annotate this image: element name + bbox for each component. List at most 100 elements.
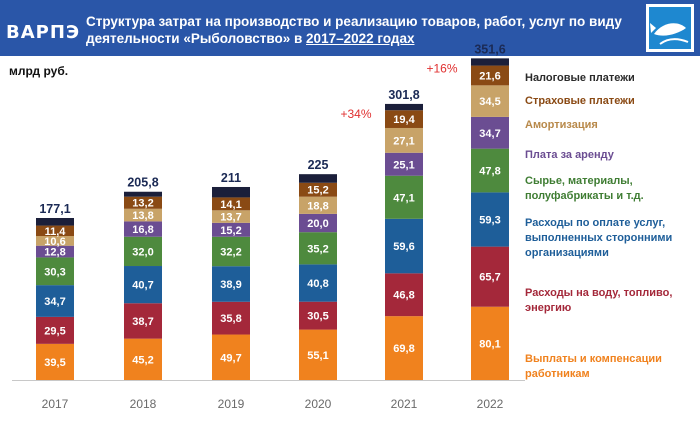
bar-total-label: 301,8: [388, 88, 419, 102]
bar-segment: [385, 273, 423, 317]
segment-value-label: 27,1: [393, 135, 414, 147]
bar-segment: [212, 334, 250, 380]
bar-segment: [471, 116, 509, 149]
logo: ВАРПЭ: [6, 22, 81, 43]
segment-value-label: 34,5: [479, 96, 500, 108]
segment-value-label: 32,2: [220, 246, 241, 258]
segment-value-label: 65,7: [479, 272, 500, 284]
bar-segment: [299, 182, 337, 197]
segment-value-label: 35,8: [220, 313, 241, 325]
header-bar: ВАРПЭ Структура затрат на производство и…: [0, 0, 700, 56]
bar-segment: [212, 222, 250, 237]
segment-value-label: 30,5: [307, 311, 328, 323]
x-tick-label: 2019: [218, 397, 245, 411]
segment-value-label: 10,6: [44, 236, 65, 248]
segment-value-label: 80,1: [479, 338, 500, 350]
segment-value-label: 45,2: [132, 354, 153, 366]
x-tick-label: 2020: [305, 397, 332, 411]
legend-item: Плата за аренду: [525, 149, 614, 161]
segment-value-label: 34,7: [479, 128, 500, 140]
bar-segment: [471, 65, 509, 86]
segment-value-label: 55,1: [307, 350, 328, 362]
bar-segment: [124, 208, 162, 222]
segment-value-label: 25,1: [393, 159, 414, 171]
segment-value-label: 59,6: [393, 241, 414, 253]
title-highlight: 2017–2022 годах: [306, 31, 415, 46]
segment-value-label: 20,0: [307, 218, 328, 230]
bar-segment: [299, 264, 337, 302]
growth-annotation: +34%: [340, 107, 371, 121]
segment-value-label: 34,7: [44, 296, 65, 308]
bar-segment: [124, 196, 162, 209]
bar-segment: [299, 174, 337, 183]
bar-segment: [385, 218, 423, 274]
bar-total-label: 211: [221, 171, 241, 185]
bar-segment: [471, 148, 509, 193]
legend-item: Налоговые платежи: [525, 72, 635, 84]
growth-annotation: +16%: [426, 61, 457, 75]
bar-segment: [212, 210, 250, 223]
segment-value-label: 13,2: [132, 198, 153, 210]
segment-value-label: 47,8: [479, 166, 500, 178]
segment-value-label: 15,2: [220, 225, 241, 237]
bar-total-label: 205,8: [127, 176, 158, 190]
x-tick-label: 2018: [130, 397, 157, 411]
bar-segment: [385, 152, 423, 176]
bar-segment: [36, 257, 74, 286]
segment-value-label: 29,5: [44, 325, 65, 337]
segment-value-label: 47,1: [393, 192, 414, 204]
legend-item: Амортизация: [525, 119, 598, 131]
bar-segment: [36, 236, 74, 246]
bar-total-label: 177,1: [39, 202, 70, 216]
segment-value-label: 15,2: [307, 185, 328, 197]
bar-segment: [212, 236, 250, 267]
bar-total-label: 225: [308, 158, 329, 172]
segment-value-label: 14,1: [220, 199, 241, 211]
bar-segment: [299, 213, 337, 233]
bar-segment: [124, 303, 162, 339]
segment-value-label: 19,4: [393, 114, 415, 126]
legend-item: Сырье, материалы, полуфабрикаты и т.д.: [525, 175, 644, 202]
bar-segment: [385, 127, 423, 153]
bar-segment: [36, 245, 74, 258]
segment-value-label: 30,3: [44, 266, 65, 278]
bar-segment: [212, 197, 250, 211]
segment-value-label: 59,3: [479, 215, 500, 227]
bar-segment: [299, 196, 337, 214]
segment-value-label: 12,8: [44, 247, 65, 259]
segment-value-label: 40,8: [307, 278, 328, 290]
bar-segment: [212, 301, 250, 335]
bar-segment: [36, 225, 74, 237]
unit-label: млрд руб.: [9, 64, 69, 78]
bar-segment: [471, 58, 509, 66]
bar-segment: [212, 186, 250, 198]
title-main: Структура затрат на производство и реали…: [86, 14, 622, 46]
segment-value-label: 32,0: [132, 246, 153, 258]
segment-value-label: 16,8: [132, 224, 153, 236]
bar-segment: [299, 329, 337, 380]
segment-value-label: 13,7: [220, 212, 241, 224]
legend-item: Расходы по оплате услуг, выполненных сто…: [525, 217, 673, 259]
bar-segment: [471, 192, 509, 247]
bar-segment: [124, 236, 162, 267]
segment-value-label: 38,9: [220, 279, 241, 291]
bar-segment: [471, 306, 509, 380]
bar-segment: [385, 175, 423, 219]
x-tick-label: 2017: [42, 397, 69, 411]
segment-value-label: 46,8: [393, 290, 414, 302]
page-title: Структура затрат на производство и реали…: [86, 13, 646, 47]
segment-value-label: 40,7: [132, 280, 153, 292]
bar-segment: [212, 266, 250, 302]
bar-segment: [124, 191, 162, 197]
bar-segment: [385, 316, 423, 380]
segment-value-label: 38,7: [132, 316, 153, 328]
bar-segment: [471, 246, 509, 307]
segment-value-label: 11,4: [45, 226, 67, 238]
segment-value-label: 69,8: [393, 343, 414, 355]
segment-value-label: 21,6: [479, 70, 500, 82]
bar-segment: [299, 301, 337, 330]
bar-segment: [36, 285, 74, 317]
legend-item: Расходы на воду, топливо, энергию: [525, 287, 673, 314]
bar-segment: [385, 110, 423, 128]
segment-value-label: 13,8: [132, 210, 153, 222]
